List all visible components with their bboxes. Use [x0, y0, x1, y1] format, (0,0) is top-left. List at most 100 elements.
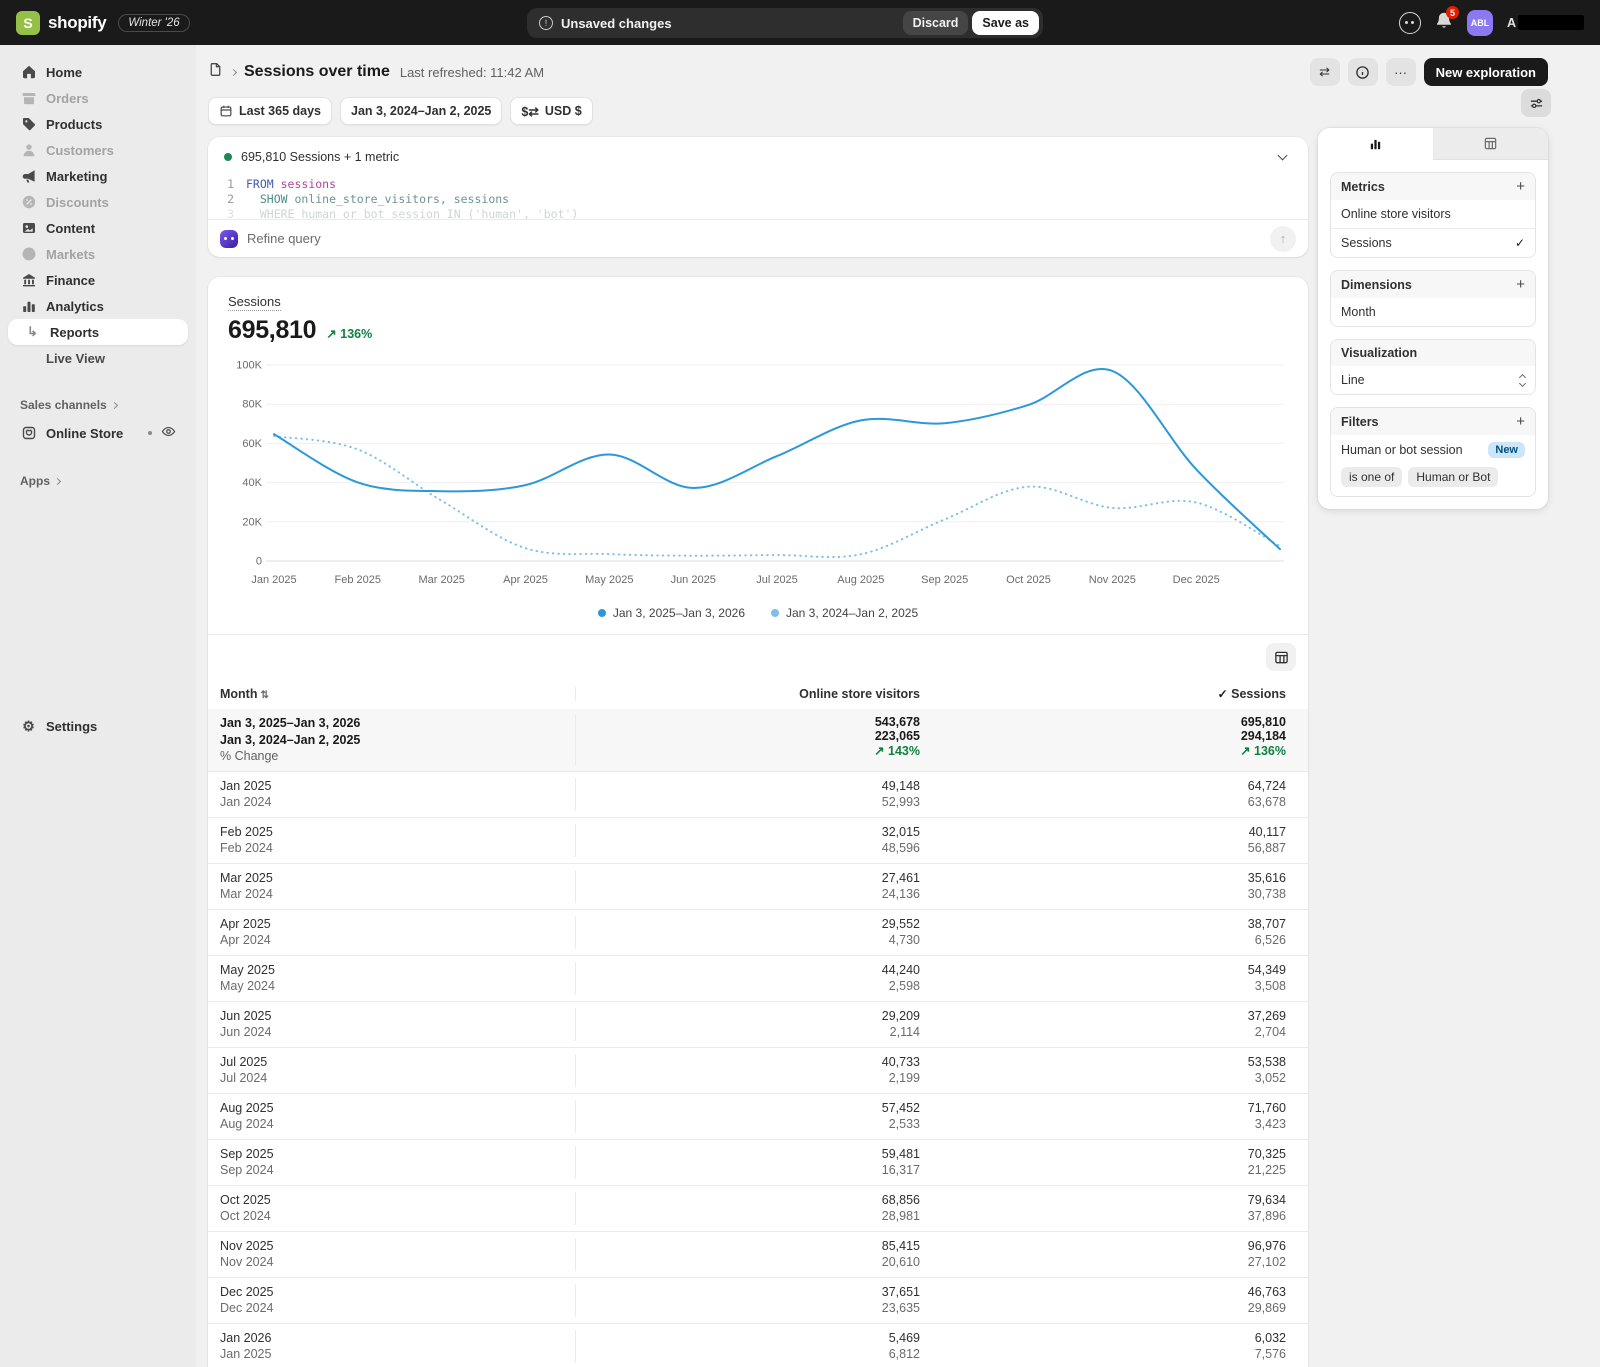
svg-text:Aug 2025: Aug 2025 [837, 574, 884, 586]
sessions-line-chart[interactable]: 100K 80K 60K 40K 20K 0 Jan 2025 Feb 2025 Mar 202… [228, 351, 1288, 593]
report-file-icon [208, 62, 223, 82]
column-header-visitors[interactable]: Online store visitors [799, 687, 920, 701]
table-row[interactable]: Aug 2025 Aug 2024 57,452 2,533 71,760 3,423 [208, 1092, 1308, 1139]
table-row[interactable]: Nov 2025 Nov 2024 85,415 20,610 96,976 27,102 [208, 1230, 1308, 1277]
submit-query-button[interactable]: ↑ [1270, 225, 1296, 252]
currency-exchange-icon: $⇄ [521, 104, 539, 119]
table-view-button[interactable] [1266, 643, 1296, 671]
sidebar-item-settings[interactable]: ⚙ Settings [8, 713, 188, 739]
visualization-settings-panel: Metrics + Online store visitors Sessions… [1318, 128, 1548, 509]
sidebar-section-apps[interactable]: Apps [8, 469, 188, 493]
sidekick-icon[interactable] [1398, 11, 1421, 34]
column-header-sessions[interactable]: ✓ Sessions [1217, 687, 1286, 701]
legend-item-current[interactable]: Jan 3, 2025–Jan 3, 2026 [597, 606, 745, 620]
avatar[interactable]: ABL [1466, 9, 1493, 36]
svg-text:Feb 2025: Feb 2025 [335, 574, 381, 586]
sidebar-item-content[interactable]: Content [8, 215, 188, 241]
query-code-editor[interactable]: 1 FROM sessions 2 SHOW online_store_visit… [208, 177, 1308, 219]
refine-query-input[interactable] [247, 231, 1261, 246]
svg-text:0: 0 [256, 556, 262, 568]
check-icon: ✓ [1514, 236, 1525, 250]
svg-text:Sep 2025: Sep 2025 [921, 574, 968, 586]
info-icon [1356, 65, 1369, 79]
add-dimension-button[interactable]: + [1516, 276, 1525, 293]
sidebar-item-reports[interactable]: ↳ Reports [8, 319, 188, 345]
new-exploration-button[interactable]: New exploration [1423, 58, 1548, 86]
sidebar-item-marketing[interactable]: Marketing [8, 163, 188, 189]
eye-icon[interactable] [161, 424, 176, 442]
comparison-range-pill[interactable]: Jan 3, 2024–Jan 2, 2025 [340, 97, 503, 125]
status-dot [148, 431, 152, 435]
sidebar-item-customers[interactable]: Customers [8, 137, 188, 163]
table-row[interactable]: Mar 2025 Mar 2024 27,461 24,136 35,616 30,738 [208, 862, 1308, 909]
table-row[interactable]: Jan 2025 Jan 2024 49,148 52,993 64,724 63,678 [208, 770, 1308, 817]
more-actions-button[interactable]: ··· [1385, 58, 1416, 86]
sidebar-item-products[interactable]: Products [8, 111, 188, 137]
sidebar-item-orders[interactable]: Orders [8, 85, 188, 111]
filter-operator-pill[interactable]: is one of [1341, 467, 1403, 487]
sessions-change: ↗ 136% [1240, 744, 1286, 758]
query-summary-row[interactable]: 695,810 Sessions + 1 metric [208, 137, 1308, 177]
chevron-right-icon [53, 477, 62, 485]
shopify-logo[interactable]: S shopify Winter '26 [16, 10, 190, 35]
sidebar-section-sales-channels[interactable]: Sales channels [8, 393, 188, 417]
notifications-button[interactable]: 5 [1435, 6, 1459, 34]
table-summary-row[interactable]: Jan 3, 2025–Jan 3, 2026 Jan 3, 2024–Jan … [208, 709, 1308, 771]
table-row[interactable]: Feb 2025 Feb 2024 32,015 48,596 40,117 56,887 [208, 816, 1308, 863]
rerun-query-button[interactable]: ⇄ [1309, 58, 1340, 86]
tab-table-settings[interactable] [1433, 128, 1548, 160]
bank-icon [20, 272, 37, 289]
sidebar-item-label: Discounts [46, 194, 109, 210]
sidebar-item-online-store[interactable]: Online Store [8, 419, 188, 447]
legend-item-previous[interactable]: Jan 3, 2024–Jan 2, 2025 [771, 606, 918, 620]
metric-item-sessions[interactable]: Sessions ✓ [1331, 228, 1535, 257]
sidebar-item-finance[interactable]: Finance [8, 267, 188, 293]
new-badge: New [1488, 442, 1525, 458]
select-caret-icon [1518, 373, 1527, 387]
discard-button[interactable]: Discard [902, 11, 969, 35]
add-metric-button[interactable]: + [1516, 178, 1525, 195]
table-row[interactable]: Jun 2025 Jun 2024 29,209 2,114 37,269 2,704 [208, 1000, 1308, 1047]
query-summary: 695,810 Sessions + 1 metric [241, 150, 400, 164]
sidekick-badge-icon [220, 229, 238, 248]
sidebar-item-discounts[interactable]: Discounts [8, 189, 188, 215]
dimension-item-month[interactable]: Month [1331, 298, 1535, 326]
sidebar-item-home[interactable]: Home [8, 59, 188, 85]
date-range-pill[interactable]: Last 365 days [208, 97, 332, 125]
visitors-change: ↗ 143% [874, 744, 920, 758]
svg-text:Oct 2025: Oct 2025 [1006, 574, 1051, 586]
table-header: Month ⇅ Online store visitors ✓ Sessions [208, 679, 1308, 709]
save-as-button[interactable]: Save as [972, 11, 1039, 35]
table-row[interactable]: Apr 2025 Apr 2024 29,552 4,730 38,707 6,526 [208, 908, 1308, 955]
store-name[interactable]: A [1507, 15, 1584, 30]
filters-section: Filters + Human or bot session New is on… [1330, 407, 1536, 497]
customize-panel-toggle[interactable] [1521, 89, 1588, 117]
metric-change-badge: ↗ 136% [326, 327, 373, 341]
svg-text:Mar 2025: Mar 2025 [418, 574, 464, 586]
table-row[interactable]: Sep 2025 Sep 2024 59,481 16,317 70,325 21,225 [208, 1138, 1308, 1185]
sidebar-item-live-view[interactable]: Live View [8, 345, 188, 371]
svg-text:May 2025: May 2025 [585, 574, 633, 586]
code-line-3: WHERE human_or_bot_session IN ('human', … [246, 207, 579, 219]
home-icon [20, 64, 37, 81]
filter-value-pill[interactable]: Human or Bot [1408, 467, 1499, 487]
discount-icon [20, 194, 37, 211]
sidebar-item-analytics[interactable]: Analytics [8, 293, 188, 319]
column-header-month[interactable]: Month ⇅ [208, 687, 576, 701]
currency-pill[interactable]: $⇄ USD $ [510, 97, 593, 125]
tab-visualization-settings[interactable] [1318, 128, 1433, 160]
metric-item-online-store-visitors[interactable]: Online store visitors [1331, 200, 1535, 228]
sidebar-item-markets[interactable]: Markets [8, 241, 188, 267]
table-row[interactable]: Jan 2026 Jan 2025 5,469 6,812 6,032 7,576 [208, 1322, 1308, 1367]
shopify-bag-icon: S [16, 10, 40, 35]
info-button[interactable] [1347, 58, 1378, 86]
table-row[interactable]: Dec 2025 Dec 2024 37,651 23,635 46,763 29,869 [208, 1276, 1308, 1323]
query-editor-card: 695,810 Sessions + 1 metric 1 FROM sessio… [208, 137, 1308, 257]
table-row[interactable]: Oct 2025 Oct 2024 68,856 28,981 79,634 37,896 [208, 1184, 1308, 1231]
visualization-type-select[interactable]: Line [1331, 366, 1535, 394]
add-filter-button[interactable]: + [1516, 413, 1525, 430]
metric-label[interactable]: Sessions [228, 294, 281, 311]
table-row[interactable]: Jul 2025 Jul 2024 40,733 2,199 53,538 3,052 [208, 1046, 1308, 1093]
table-row[interactable]: May 2025 May 2024 44,240 2,598 54,349 3,508 [208, 954, 1308, 1001]
filter-item-human-or-bot[interactable]: Human or bot session New [1331, 435, 1535, 465]
